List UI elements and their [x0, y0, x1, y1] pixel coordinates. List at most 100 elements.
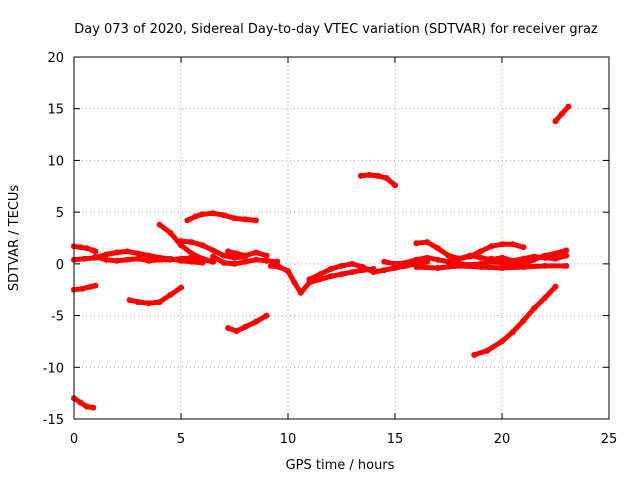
data-point	[552, 118, 559, 125]
data-series-arc-22	[552, 103, 572, 125]
data-point	[392, 182, 398, 189]
data-point	[199, 242, 206, 249]
data-point	[92, 282, 99, 289]
data-point	[531, 305, 538, 312]
data-point	[499, 338, 505, 345]
data-point	[242, 258, 249, 265]
data-point	[349, 260, 356, 267]
data-series-arc-9	[178, 238, 249, 261]
data-series-arc-7	[156, 221, 217, 265]
data-point	[267, 262, 274, 269]
data-point	[225, 248, 232, 255]
x-tick-label: 5	[177, 432, 185, 447]
ticks: 0 5 10 15 20 25 -15 -10 -5 0 5 10 15 20	[43, 51, 618, 447]
data-point	[488, 255, 495, 262]
data-point	[225, 325, 232, 331]
series-line	[413, 263, 569, 271]
data-point	[220, 252, 227, 259]
data-point	[252, 249, 259, 256]
y-tick-label: 5	[56, 206, 64, 221]
data-point	[103, 256, 110, 263]
data-point	[77, 244, 84, 251]
data-point	[434, 245, 441, 252]
data-point	[210, 210, 217, 217]
x-axis-label: GPS time / hours	[286, 458, 395, 473]
data-point	[349, 269, 356, 276]
data-point	[233, 250, 240, 257]
data-point	[499, 258, 505, 265]
data-point	[392, 265, 398, 271]
series-line	[71, 395, 96, 411]
data-point	[520, 255, 527, 262]
y-axis-label: SDTVAR / TECUs	[7, 185, 22, 292]
data-series-arc-8	[184, 210, 259, 224]
data-point	[509, 329, 516, 336]
data-series-arc-5	[92, 253, 217, 265]
data-point	[327, 266, 334, 272]
data-point	[103, 251, 110, 258]
data-point	[193, 213, 199, 220]
data-point	[92, 248, 99, 255]
data-point	[456, 262, 463, 269]
data-point	[124, 248, 131, 255]
data-point	[285, 268, 291, 275]
data-series-arc-18	[413, 262, 570, 271]
data-point	[456, 255, 463, 262]
data-point	[499, 241, 505, 248]
data-point	[357, 172, 364, 179]
data-point	[135, 255, 142, 262]
data-series-arc-21	[471, 283, 559, 358]
data-point	[477, 254, 484, 261]
data-point	[466, 252, 473, 259]
data-point	[434, 265, 441, 271]
data-point	[113, 249, 120, 256]
data-point	[263, 312, 270, 319]
data-point	[252, 217, 259, 224]
data-point	[145, 257, 152, 264]
y-tick-label: 20	[47, 51, 64, 66]
data-point	[126, 297, 133, 304]
data-point	[552, 283, 559, 290]
data-point	[210, 247, 217, 254]
data-point	[317, 276, 324, 283]
data-point	[413, 264, 420, 270]
data-point	[156, 256, 163, 263]
data-point	[188, 239, 195, 246]
data-point	[188, 250, 195, 257]
data-point	[531, 256, 538, 263]
data-point	[392, 260, 398, 267]
data-series-arc-14	[306, 258, 431, 283]
data-point	[306, 276, 313, 283]
data-point	[541, 252, 548, 259]
data-point	[297, 289, 304, 296]
data-point	[145, 300, 152, 307]
data-series-arc-11	[225, 312, 270, 335]
data-point	[199, 211, 206, 218]
x-tick-label: 10	[280, 432, 297, 447]
data-point	[383, 175, 390, 181]
data-point	[374, 172, 381, 179]
data-point	[145, 252, 152, 259]
data-point	[565, 103, 572, 110]
y-tick-label: 15	[47, 103, 64, 118]
data-point	[484, 347, 490, 354]
data-point	[552, 255, 559, 262]
data-point	[83, 403, 90, 410]
data-point	[563, 247, 570, 254]
data-point	[92, 253, 99, 260]
data-point	[167, 291, 174, 298]
data-point	[381, 258, 388, 265]
data-point	[563, 252, 570, 259]
data-point	[366, 171, 373, 178]
y-tick-label: -10	[43, 361, 64, 376]
data-series-arc-1	[71, 395, 97, 411]
data-point	[509, 261, 516, 268]
data-point	[242, 323, 249, 330]
data-point	[231, 260, 238, 267]
data-point	[424, 239, 431, 246]
data-point	[520, 317, 527, 324]
x-tick-label: 25	[601, 432, 618, 447]
data-point	[471, 351, 478, 358]
data-point	[263, 252, 270, 259]
data-point	[233, 328, 240, 335]
